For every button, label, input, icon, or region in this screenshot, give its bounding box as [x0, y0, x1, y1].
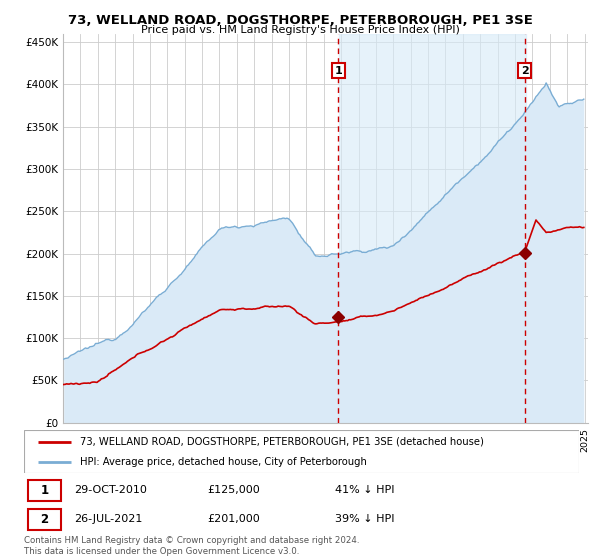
Text: 2: 2: [521, 66, 529, 76]
Text: 2: 2: [40, 513, 49, 526]
Text: 73, WELLAND ROAD, DOGSTHORPE, PETERBOROUGH, PE1 3SE: 73, WELLAND ROAD, DOGSTHORPE, PETERBOROU…: [68, 14, 532, 27]
Bar: [28, 509, 61, 530]
Text: Price paid vs. HM Land Registry's House Price Index (HPI): Price paid vs. HM Land Registry's House …: [140, 25, 460, 35]
Text: £125,000: £125,000: [207, 486, 260, 496]
Text: 73, WELLAND ROAD, DOGSTHORPE, PETERBOROUGH, PE1 3SE (detached house): 73, WELLAND ROAD, DOGSTHORPE, PETERBOROU…: [79, 437, 484, 447]
Text: 1: 1: [334, 66, 342, 76]
Text: 29-OCT-2010: 29-OCT-2010: [74, 486, 147, 496]
Text: 26-JUL-2021: 26-JUL-2021: [74, 514, 142, 524]
Text: 39% ↓ HPI: 39% ↓ HPI: [335, 514, 394, 524]
Bar: [28, 480, 61, 501]
Text: £201,000: £201,000: [207, 514, 260, 524]
Text: HPI: Average price, detached house, City of Peterborough: HPI: Average price, detached house, City…: [79, 457, 367, 467]
Text: 41% ↓ HPI: 41% ↓ HPI: [335, 486, 394, 496]
Text: Contains HM Land Registry data © Crown copyright and database right 2024.
This d: Contains HM Land Registry data © Crown c…: [24, 536, 359, 556]
Text: 1: 1: [40, 484, 49, 497]
